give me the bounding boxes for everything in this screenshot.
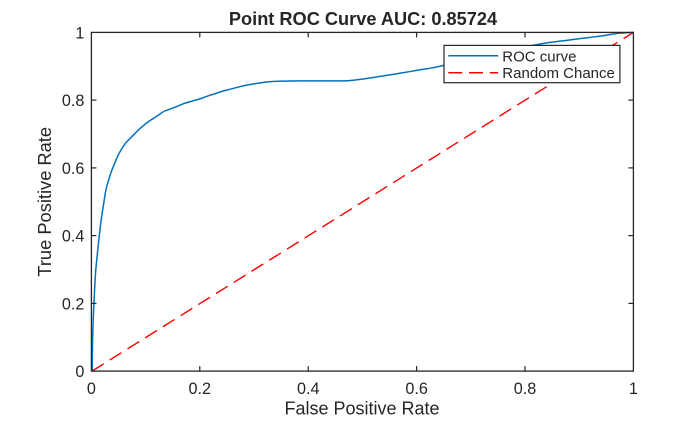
svg-text:0.8: 0.8 [62,92,85,110]
svg-text:0.2: 0.2 [62,295,85,313]
svg-text:0.6: 0.6 [62,160,85,178]
svg-text:True Positive Rate: True Positive Rate [34,127,55,277]
svg-text:0: 0 [75,363,84,381]
svg-text:0.4: 0.4 [297,380,320,398]
svg-text:0.6: 0.6 [405,380,428,398]
svg-text:0.2: 0.2 [189,380,212,398]
svg-text:1: 1 [75,24,84,42]
svg-text:False Positive Rate: False Positive Rate [284,398,439,418]
svg-text:0: 0 [87,380,96,398]
svg-text:Point ROC Curve AUC: 0.85724: Point ROC Curve AUC: 0.85724 [229,9,498,29]
svg-text:Random Chance: Random Chance [502,65,615,82]
svg-text:0.4: 0.4 [62,228,85,246]
svg-text:1: 1 [629,380,638,398]
svg-text:ROC curve: ROC curve [502,48,576,65]
svg-text:0.8: 0.8 [514,380,537,398]
